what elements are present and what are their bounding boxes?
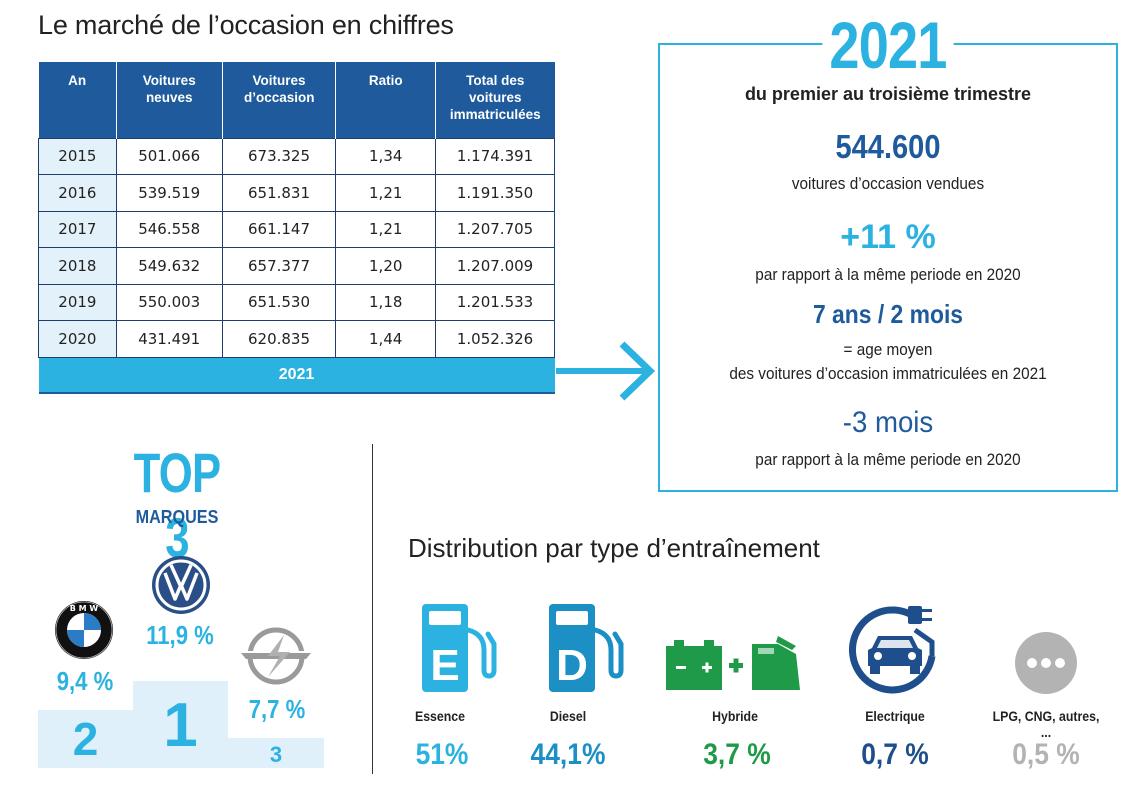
stat-age-change-value: -3 mois [842, 406, 934, 439]
svg-text:D: D [556, 641, 588, 690]
cell-total: 1.052.326 [435, 320, 555, 358]
electric-car-plug-icon [848, 606, 936, 694]
cell-ratio: 1,34 [335, 137, 437, 175]
section-divider [372, 444, 373, 774]
percent-essence: 51% [415, 738, 469, 771]
stat-age-desc-2: des voitures d’occasion immatriculées en… [729, 364, 1047, 383]
cell-total: 1.191.350 [435, 174, 555, 212]
arrow-right-icon [556, 341, 656, 401]
market-table: An Voitures neuves Voitures d’occasion R… [38, 62, 555, 394]
cell-new: 501.066 [115, 137, 223, 175]
cell-year: 2016 [38, 174, 117, 212]
podium-rank-1: 1 [163, 691, 198, 760]
cell-year: 2017 [38, 210, 117, 248]
cell-year: 2015 [38, 137, 117, 175]
label-hybride: Hybride [712, 708, 758, 724]
fuel-pump-e-icon: E [422, 604, 497, 692]
stat-used-sold-desc: voitures d’occasion vendues [791, 174, 985, 193]
cell-used: 673.325 [221, 137, 337, 175]
table-row: 2017 546.558 661.147 1,21 1.207.705 [38, 210, 555, 248]
fuel-pump-d-icon: D [549, 604, 624, 692]
table-row: 2015 501.066 673.325 1,34 1.174.391 [38, 137, 555, 175]
cell-ratio: 1,21 [335, 174, 437, 212]
opel-logo-icon [240, 627, 312, 685]
cell-new: 546.558 [115, 210, 223, 248]
percent-diesel: 44,1% [530, 738, 606, 771]
percent-electrique: 0,7 % [861, 738, 929, 771]
header-used-cars: Voitures d’occasion [222, 62, 337, 138]
header-new-cars: Voitures neuves [116, 62, 223, 138]
svg-text:E: E [430, 641, 459, 690]
label-other: LPG, CNG, autres, ... [992, 708, 1100, 740]
volkswagen-percent: 11,9 % [146, 620, 214, 650]
table-row: 2019 550.003 651.530 1,18 1.201.533 [38, 283, 555, 321]
distribution-title: Distribution par type d’entraînement [408, 533, 820, 563]
label-essence: Essence [414, 708, 465, 724]
top3-subtitle: MARQUES [135, 507, 219, 527]
bmw-logo-icon: B M W [55, 601, 113, 659]
cell-year: 2020 [38, 320, 117, 358]
podium-second [38, 710, 133, 768]
table-header-row: An Voitures neuves Voitures d’occasion R… [38, 62, 555, 138]
page-title: Le marché de l’occasion en chiffres [38, 10, 454, 40]
stat-age-change-desc: par rapport à la même periode en 2020 [755, 450, 1021, 469]
percent-other: 0,5 % [1012, 738, 1080, 771]
footer-year: 2021 [38, 357, 555, 394]
label-diesel: Diesel [549, 708, 587, 724]
cell-total: 1.207.705 [435, 210, 555, 248]
table-row: 2018 549.632 657.377 1,20 1.207.009 [38, 247, 555, 285]
cell-used: 651.831 [221, 174, 337, 212]
stat-age-desc-1: = age moyen [843, 340, 933, 359]
stat-used-sold-value: 544.600 [835, 128, 941, 165]
stat-age-value: 7 ans / 2 mois [812, 299, 964, 329]
box-year: 2021 [822, 8, 954, 82]
box-subtitle: du premier au troisième trimestre [744, 84, 1032, 104]
more-dots-icon [1015, 632, 1077, 694]
stat-growth-desc: par rapport à la même periode en 2020 [755, 265, 1021, 284]
table-row: 2020 431.491 620.835 1,44 1.052.326 [38, 320, 555, 358]
header-total: Total des voitures immatriculées [435, 62, 555, 138]
cell-ratio: 1,18 [335, 283, 437, 321]
podium-third [228, 738, 324, 768]
opel-percent: 7,7 % [248, 694, 306, 724]
cell-new: 539.519 [115, 174, 223, 212]
cell-used: 620.835 [221, 320, 337, 358]
cell-used: 657.377 [221, 247, 337, 285]
header-ratio: Ratio [335, 62, 437, 138]
battery-jerrycan-icon [666, 636, 800, 690]
volkswagen-logo-icon [152, 556, 210, 614]
podium-first [133, 681, 228, 768]
cell-new: 550.003 [115, 283, 223, 321]
top3-title: TOP 3 [133, 441, 221, 569]
cell-new: 431.491 [115, 320, 223, 358]
cell-total: 1.207.009 [435, 247, 555, 285]
cell-ratio: 1,20 [335, 247, 437, 285]
label-electrique: Electrique [865, 708, 925, 724]
cell-used: 661.147 [221, 210, 337, 248]
svg-text:B M W: B M W [70, 604, 99, 613]
cell-ratio: 1,44 [335, 320, 437, 358]
cell-ratio: 1,21 [335, 210, 437, 248]
percent-hybride: 3,7 % [703, 738, 771, 771]
podium-rank-3: 3 [269, 742, 283, 767]
cell-year: 2019 [38, 283, 117, 321]
podium-rank-2: 2 [72, 713, 99, 765]
header-year: An [38, 62, 117, 138]
cell-used: 651.530 [221, 283, 337, 321]
table-row: 2016 539.519 651.831 1,21 1.191.350 [38, 174, 555, 212]
cell-new: 549.632 [115, 247, 223, 285]
table-row-2021: 2021 [38, 357, 555, 394]
bmw-percent: 9,4 % [56, 666, 114, 696]
cell-year: 2018 [38, 247, 117, 285]
stat-growth-value: +11 % [840, 218, 936, 256]
cell-total: 1.174.391 [435, 137, 555, 175]
cell-total: 1.201.533 [435, 283, 555, 321]
